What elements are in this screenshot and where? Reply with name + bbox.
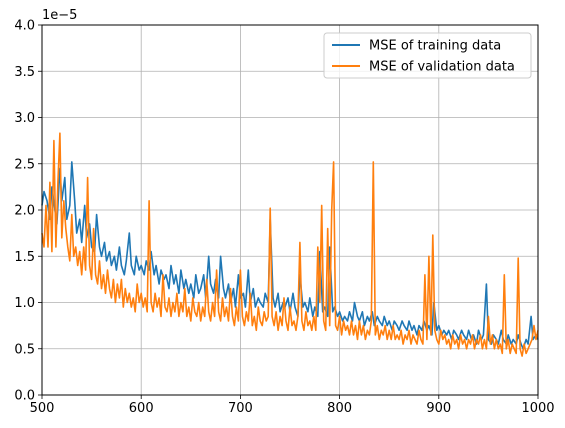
legend-label-validation: MSE of validation data — [369, 60, 515, 75]
y-tick-label: 1.0 — [14, 296, 35, 311]
y-tick-label: 2.0 — [14, 204, 35, 219]
y-axis-offset-label: 1e−5 — [42, 8, 77, 23]
legend-label-training: MSE of training data — [369, 39, 501, 54]
legend-box — [323, 32, 532, 79]
y-tick-label: 0.0 — [14, 389, 35, 404]
series-line-training — [41, 161, 539, 350]
y-tick-label: 1.5 — [14, 250, 35, 265]
y-tick-label: 4.0 — [14, 19, 35, 34]
x-tick-label: 500 — [30, 401, 55, 416]
series-lines — [41, 132, 539, 357]
axis-ticks: 500 600 700 800 900 1000 0.0 0.5 1.0 1.5 2.0 2.5 3.0… — [14, 19, 554, 417]
y-tick-label: 2.5 — [14, 157, 35, 172]
y-tick-label: 3.0 — [14, 111, 35, 126]
series-line-validation — [41, 132, 539, 357]
x-tick-label: 900 — [426, 401, 451, 416]
legend: MSE of training data MSE of validation d… — [323, 32, 532, 79]
x-tick-label: 800 — [327, 401, 352, 416]
x-tick-label: 700 — [228, 401, 253, 416]
x-tick-label: 1000 — [521, 401, 554, 416]
x-tick-label: 600 — [129, 401, 154, 416]
y-tick-label: 0.5 — [14, 342, 35, 357]
y-tick-label: 3.5 — [14, 65, 35, 80]
grid-lines — [41, 24, 539, 396]
